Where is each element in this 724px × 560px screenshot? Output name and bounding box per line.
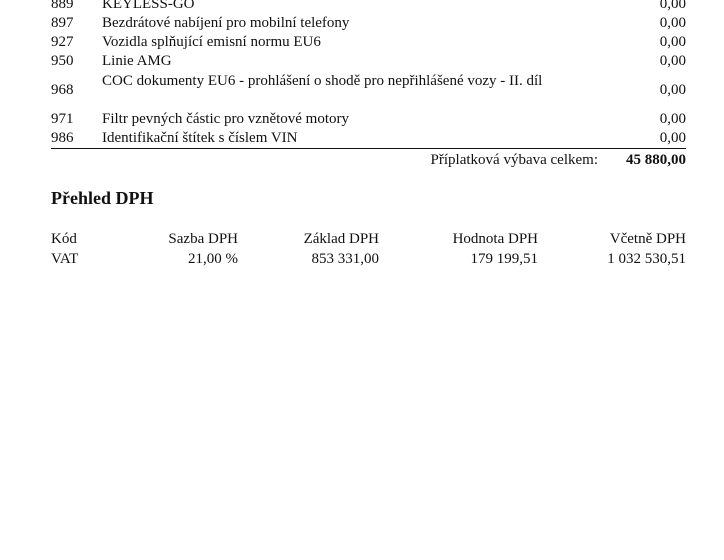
- item-description: Identifikační štítek s číslem VIN: [102, 130, 298, 146]
- item-price: 0,00: [659, 130, 686, 146]
- item-price: 0,00: [659, 53, 686, 69]
- vat-amount: 179 199,51: [470, 251, 539, 267]
- item-code: 889: [51, 0, 74, 12]
- item-code: 971: [51, 111, 74, 127]
- item-price: 0,00: [659, 82, 686, 98]
- header-base: Základ DPH: [303, 231, 379, 247]
- item-description: COC dokumenty EU6 - prohlášení o shodě p…: [102, 73, 543, 89]
- item-code: 968: [51, 82, 74, 98]
- header-rate: Sazba DPH: [168, 231, 238, 247]
- header-vat-amount: Hodnota DPH: [452, 231, 538, 247]
- total-value: 45 880,00: [626, 152, 686, 168]
- item-code: 927: [51, 34, 74, 50]
- item-description: Vozidla splňující emisní normu EU6: [102, 34, 321, 50]
- item-description: Bezdrátové nabíjení pro mobilní telefony: [102, 15, 350, 31]
- equipment-row: 968 COC dokumenty EU6 - prohlášení o sho…: [51, 72, 686, 108]
- item-price: 0,00: [659, 111, 686, 127]
- equipment-total: Příplatková výbava celkem: 45 880,00: [431, 151, 686, 169]
- item-code: 986: [51, 130, 74, 146]
- item-code: 897: [51, 15, 74, 31]
- item-price: 0,00: [659, 15, 686, 31]
- total-label: Příplatková výbava celkem:: [430, 152, 598, 168]
- header-total-incl-vat: Včetně DPH: [609, 231, 686, 247]
- vat-total: 1 032 530,51: [607, 251, 686, 267]
- vat-base: 853 331,00: [311, 251, 380, 267]
- vat-summary-title: Přehled DPH: [51, 188, 154, 208]
- item-description: Filtr pevných částic pro vznětové motory: [102, 111, 350, 127]
- vat-code: VAT: [51, 251, 79, 267]
- header-code: Kód: [51, 231, 77, 247]
- item-price: 0,00: [659, 0, 686, 12]
- divider: [51, 148, 686, 149]
- item-description: KEYLESS-GO: [102, 0, 195, 12]
- item-code: 950: [51, 53, 74, 69]
- item-price: 0,00: [659, 34, 686, 50]
- item-description: Linie AMG: [102, 53, 172, 69]
- vat-rate: 21,00 %: [188, 251, 238, 267]
